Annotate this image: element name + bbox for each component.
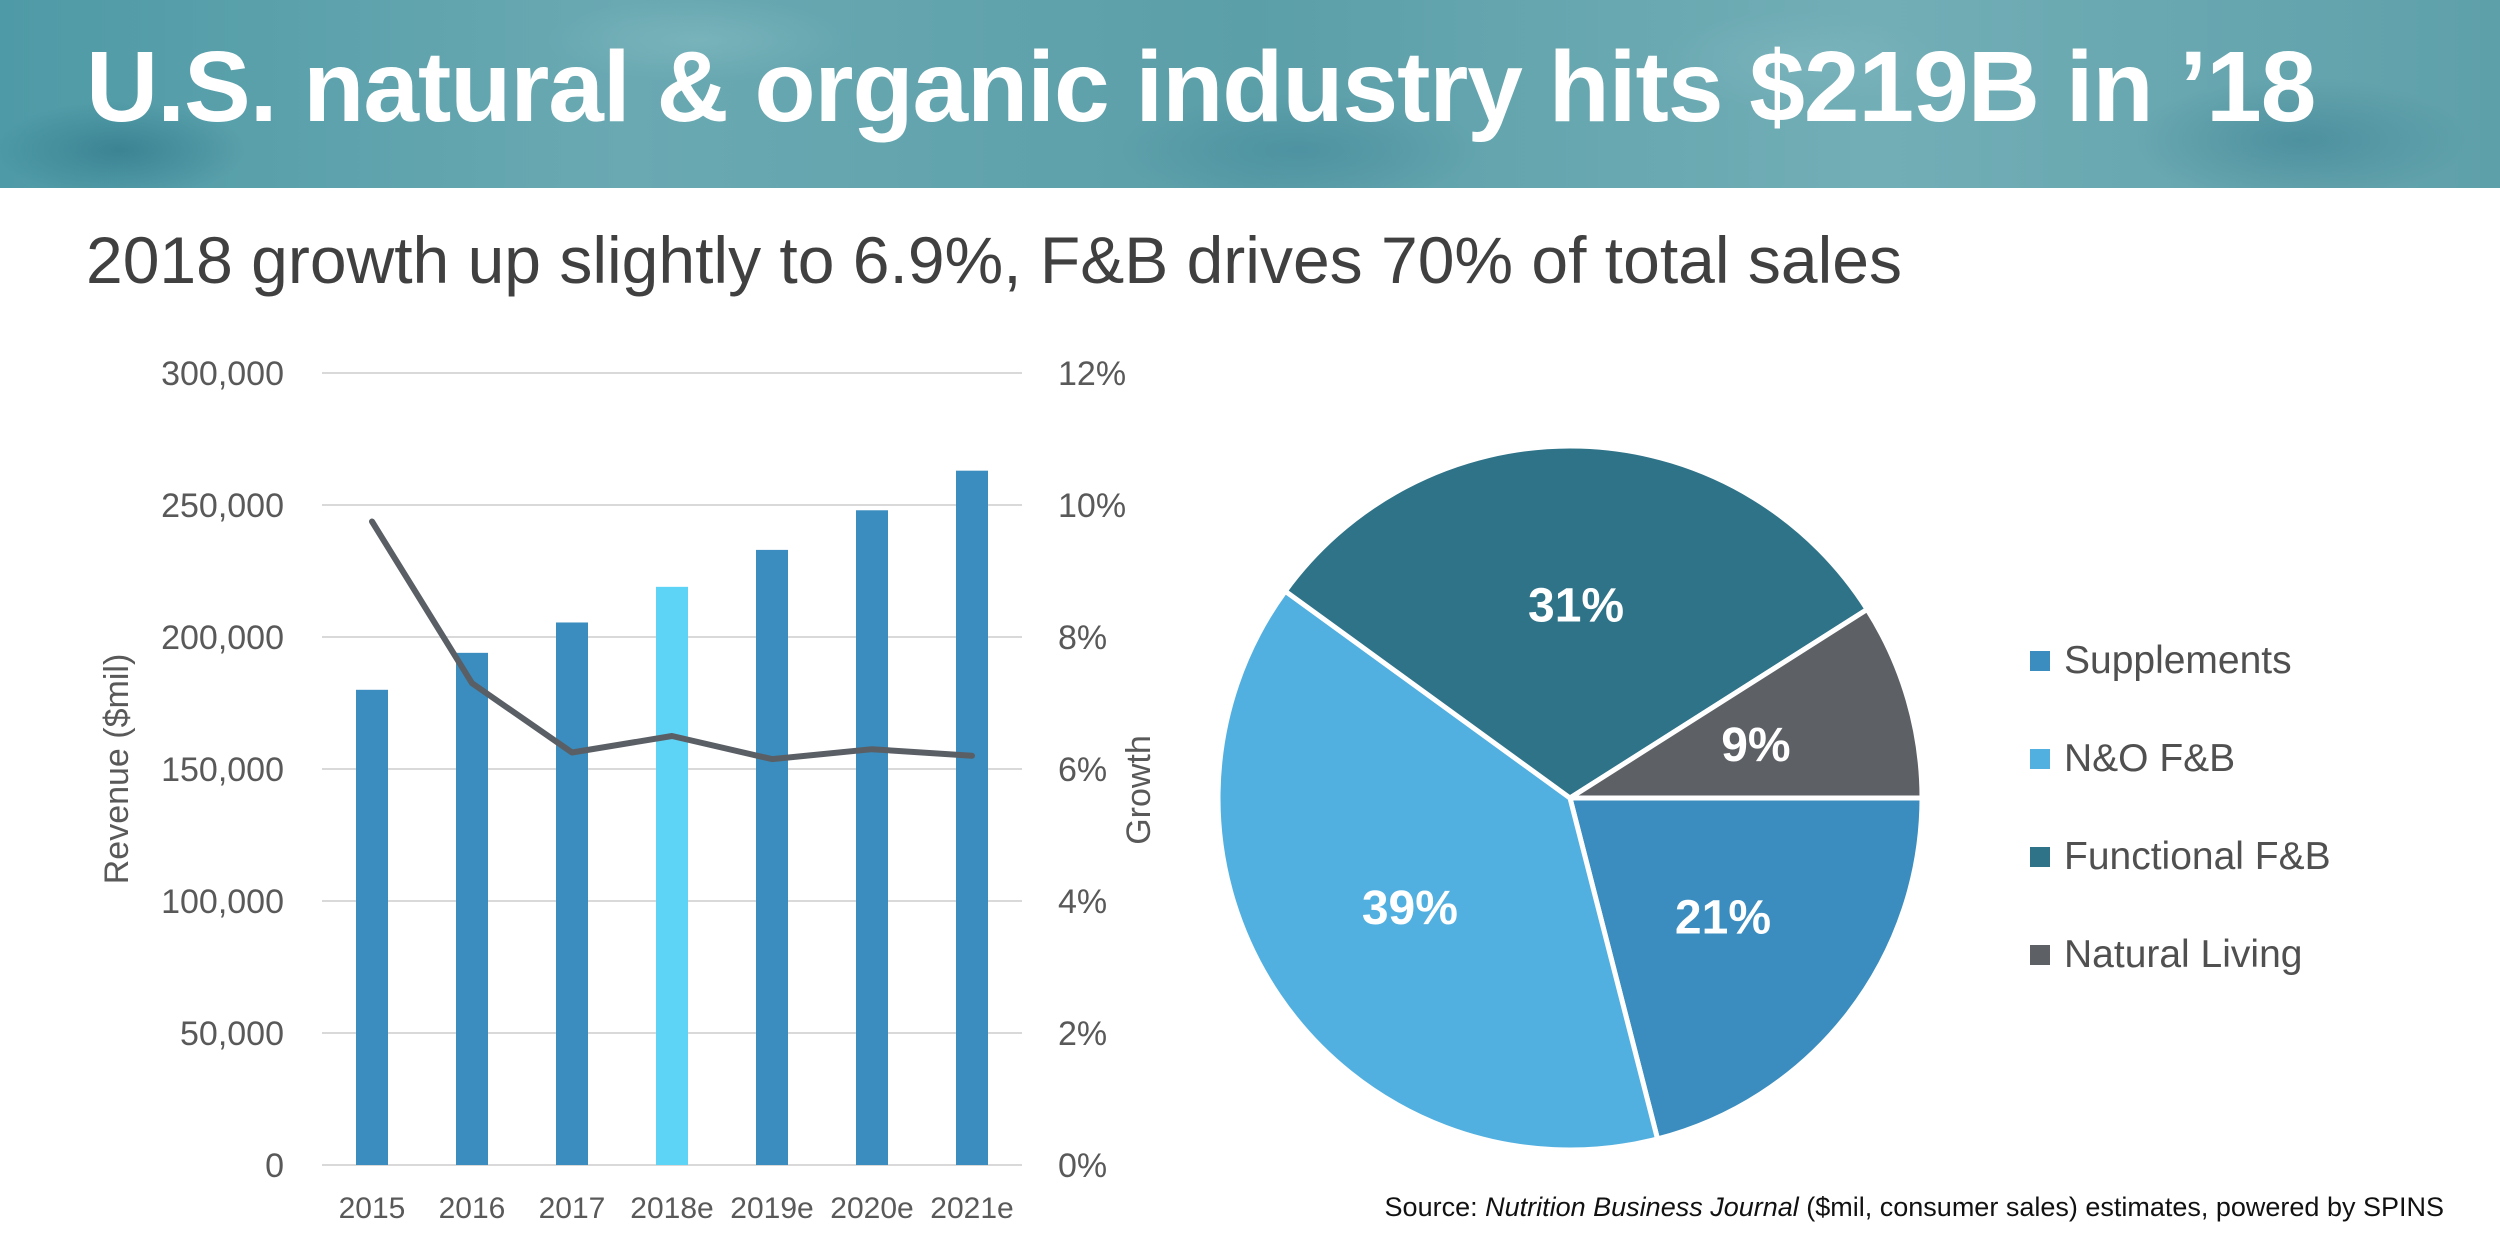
y-tick-label: 50,000: [180, 1015, 284, 1053]
page-subtitle: 2018 growth up slightly to 6.9%, F&B dri…: [86, 223, 1902, 297]
legend-label-functional: Functional F&B: [2064, 835, 2331, 878]
bar-2015: [356, 689, 388, 1165]
y-tick-label: 0: [265, 1147, 284, 1185]
y2-tick-label: 8%: [1058, 619, 1107, 657]
legend-item-functional: Functional F&B: [2030, 808, 2331, 906]
y2-tick-label: 12%: [1058, 355, 1126, 393]
page-title: U.S. natural & organic industry hits $21…: [86, 31, 2316, 143]
x-tick-label: 2021e: [930, 1192, 1013, 1225]
pie-data-label-natural-living: 9%: [1721, 719, 1790, 772]
bar-2018e: [656, 586, 688, 1165]
source-publication: Nutrition Business Journal: [1485, 1192, 1799, 1222]
legend-label-natural-living: Natural Living: [2064, 933, 2303, 976]
legend-item-nofb: N&O F&B: [2030, 710, 2331, 808]
source-suffix: ($mil, consumer sales) estimates, powere…: [1798, 1192, 2444, 1222]
y2-tick-label: 6%: [1058, 751, 1107, 789]
revenue-growth-chart: 0 50,000 100,000 150,000 200,000 250,000 300,0…: [98, 355, 1158, 1225]
bar-2020e: [856, 510, 888, 1165]
pie-data-label-supplements: 21%: [1675, 892, 1771, 945]
y-axis-label: Revenue ($mil): [98, 654, 136, 885]
pie-slice-supplements: [1567, 795, 1925, 1142]
y2-tick-label: 10%: [1058, 487, 1126, 525]
y-tick-label: 100,000: [161, 883, 284, 921]
pie-slice-functional: [1282, 443, 1870, 801]
header-banner: U.S. natural & organic industry hits $21…: [0, 0, 2500, 188]
bar-2019e: [756, 549, 788, 1165]
legend-label-nofb: N&O F&B: [2064, 737, 2236, 780]
pie-slice-nofb: [1215, 588, 1661, 1153]
y2-tick-label: 0%: [1058, 1147, 1107, 1185]
legend-swatch-functional: [2030, 847, 2050, 867]
x-tick-label: 2018e: [630, 1192, 713, 1225]
bar-2016: [456, 652, 488, 1165]
pie-legend: Supplements N&O F&B Functional F&B Natur…: [2030, 612, 2331, 1004]
legend-swatch-natural-living: [2030, 945, 2050, 965]
source-prefix: Source:: [1384, 1192, 1486, 1222]
x-tick-label: 2019e: [730, 1192, 813, 1225]
legend-swatch-nofb: [2030, 749, 2050, 769]
x-tick-label: 2016: [439, 1192, 506, 1225]
y-tick-label: 150,000: [161, 751, 284, 789]
y2-tick-label: 2%: [1058, 1015, 1107, 1053]
y2-axis-label: Growth: [1120, 735, 1158, 845]
legend-swatch-supplements: [2030, 651, 2050, 671]
category-share-pie-chart: 21% 39% 31% 9%: [1215, 443, 1925, 1153]
y-tick-label: 250,000: [161, 487, 284, 525]
pie-data-label-nofb: 39%: [1362, 882, 1458, 935]
bar-2017: [556, 622, 588, 1165]
pie-data-label-functional: 31%: [1528, 579, 1624, 632]
pie-slice-natural-living: [1567, 606, 1925, 801]
legend-item-supplements: Supplements: [2030, 612, 2331, 710]
y-tick-label: 200,000: [161, 619, 284, 657]
x-tick-label: 2020e: [830, 1192, 913, 1225]
legend-item-natural-living: Natural Living: [2030, 906, 2331, 1004]
source-note: Source: Nutrition Business Journal ($mil…: [1385, 1192, 2444, 1223]
x-tick-label: 2015: [339, 1192, 406, 1225]
y-tick-label: 300,000: [161, 355, 284, 393]
y2-tick-label: 4%: [1058, 883, 1107, 921]
bar-2021e: [956, 470, 988, 1165]
legend-label-supplements: Supplements: [2064, 639, 2292, 682]
x-tick-label: 2017: [539, 1192, 606, 1225]
growth-line: [369, 518, 975, 763]
